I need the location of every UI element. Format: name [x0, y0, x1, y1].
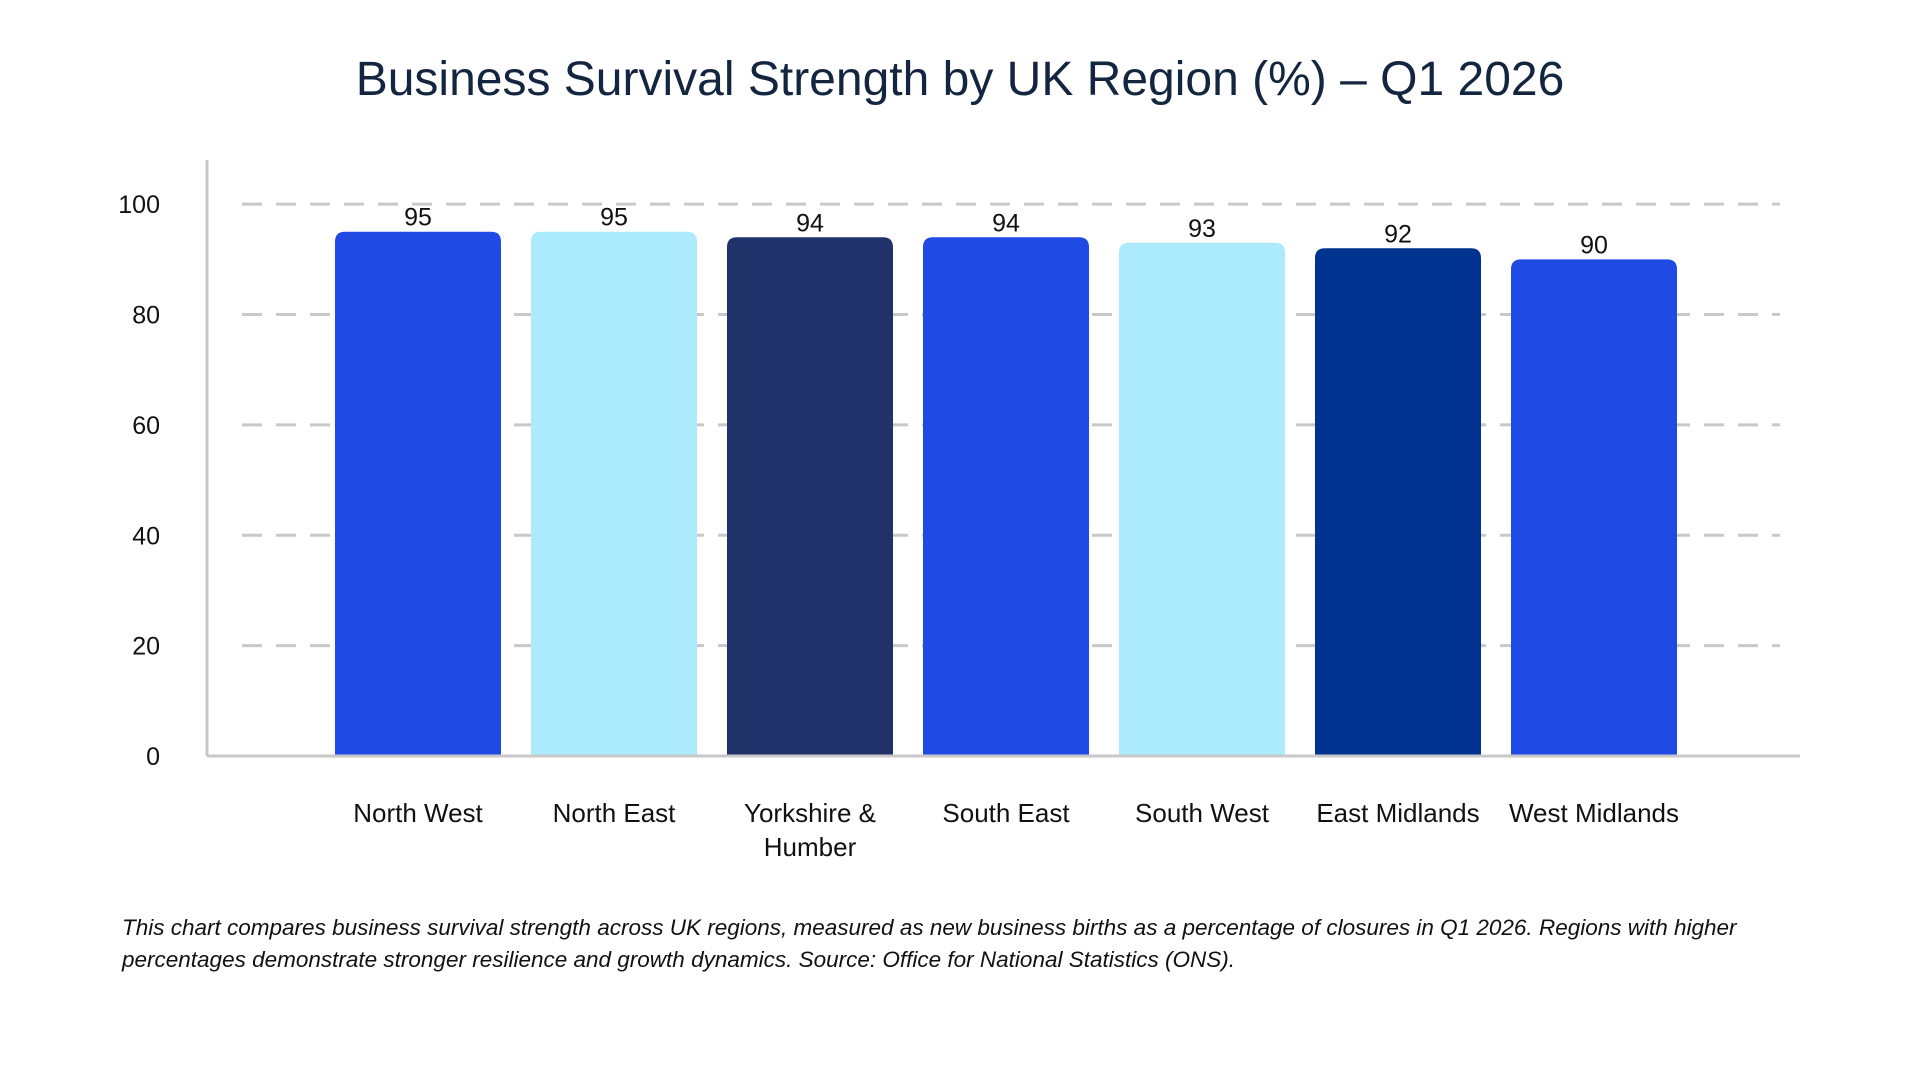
x-tick-label: Yorkshire & Humber	[744, 798, 876, 862]
bars	[335, 231, 1677, 755]
data-label: 90	[1580, 231, 1608, 259]
x-tick-label: South East	[942, 798, 1070, 828]
bar-south-west	[1119, 242, 1285, 755]
chart-title: Business Survival Strength by UK Region …	[355, 53, 1565, 106]
labels: 0 20 40 60 80 100 95 North West 95 North East 94 Yo…	[118, 191, 1679, 862]
x-tick-label: East Midlands	[1316, 798, 1479, 828]
data-label: 95	[600, 204, 628, 232]
x-tick-label: West Midlands	[1509, 798, 1679, 828]
bar-north-west	[335, 231, 501, 755]
chart-caption: This chart compares business survival st…	[122, 915, 1737, 972]
x-tick-label: South West	[1135, 798, 1270, 828]
bar-west-midlands	[1511, 259, 1677, 755]
data-label: 94	[796, 209, 824, 237]
x-tick-label: North East	[553, 798, 677, 828]
data-label: 92	[1384, 220, 1412, 248]
y-tick-label: 60	[132, 412, 160, 440]
bar-east-midlands	[1315, 248, 1481, 755]
data-label: 93	[1188, 215, 1216, 243]
data-label: 94	[992, 209, 1020, 237]
y-tick-label: 80	[132, 302, 160, 330]
axes	[205, 160, 1800, 758]
data-label: 95	[404, 204, 432, 232]
bar-yorkshire-humber	[727, 237, 893, 755]
bar-south-east	[923, 237, 1089, 755]
y-tick-label: 40	[132, 522, 160, 550]
y-tick-label: 100	[118, 191, 160, 219]
bar-north-east	[531, 231, 697, 755]
y-tick-label: 0	[146, 743, 160, 771]
y-tick-label: 20	[132, 633, 160, 661]
x-tick-label: North West	[353, 798, 483, 828]
